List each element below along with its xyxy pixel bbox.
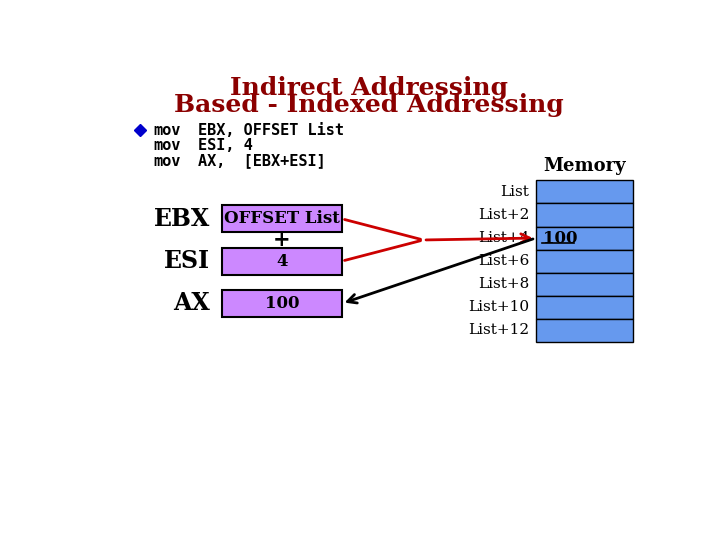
Text: List+10: List+10 <box>468 300 529 314</box>
Text: Based - Indexed Addressing: Based - Indexed Addressing <box>174 93 564 117</box>
Bar <box>222 248 342 275</box>
Text: EBX: EBX <box>154 207 210 231</box>
Bar <box>536 204 632 226</box>
Text: ESI, 4: ESI, 4 <box>199 138 253 153</box>
Bar <box>222 205 342 232</box>
Text: 100: 100 <box>264 295 299 312</box>
Text: List+6: List+6 <box>478 254 529 268</box>
Bar <box>536 273 632 296</box>
Text: List+12: List+12 <box>468 323 529 338</box>
Text: 4: 4 <box>276 253 287 269</box>
Text: +: + <box>273 230 291 250</box>
Text: ESI: ESI <box>164 249 210 273</box>
Text: AX: AX <box>174 292 210 315</box>
Text: Memory: Memory <box>543 158 626 176</box>
Bar <box>536 296 632 319</box>
Bar <box>536 249 632 273</box>
Text: List+2: List+2 <box>478 208 529 222</box>
Text: List+8: List+8 <box>478 277 529 291</box>
Text: mov: mov <box>153 123 181 138</box>
Text: OFFSET List: OFFSET List <box>224 210 340 227</box>
Text: Indirect Addressing: Indirect Addressing <box>230 76 508 100</box>
Text: mov: mov <box>153 153 181 168</box>
Text: 100: 100 <box>544 230 578 247</box>
Text: AX,  [EBX+ESI]: AX, [EBX+ESI] <box>199 153 326 168</box>
Bar <box>536 226 632 249</box>
Text: List: List <box>500 185 529 199</box>
Bar <box>222 290 342 317</box>
Bar <box>536 180 632 204</box>
Bar <box>536 319 632 342</box>
Text: EBX, OFFSET List: EBX, OFFSET List <box>199 123 344 138</box>
Text: List+4: List+4 <box>478 231 529 245</box>
Text: mov: mov <box>153 138 181 153</box>
